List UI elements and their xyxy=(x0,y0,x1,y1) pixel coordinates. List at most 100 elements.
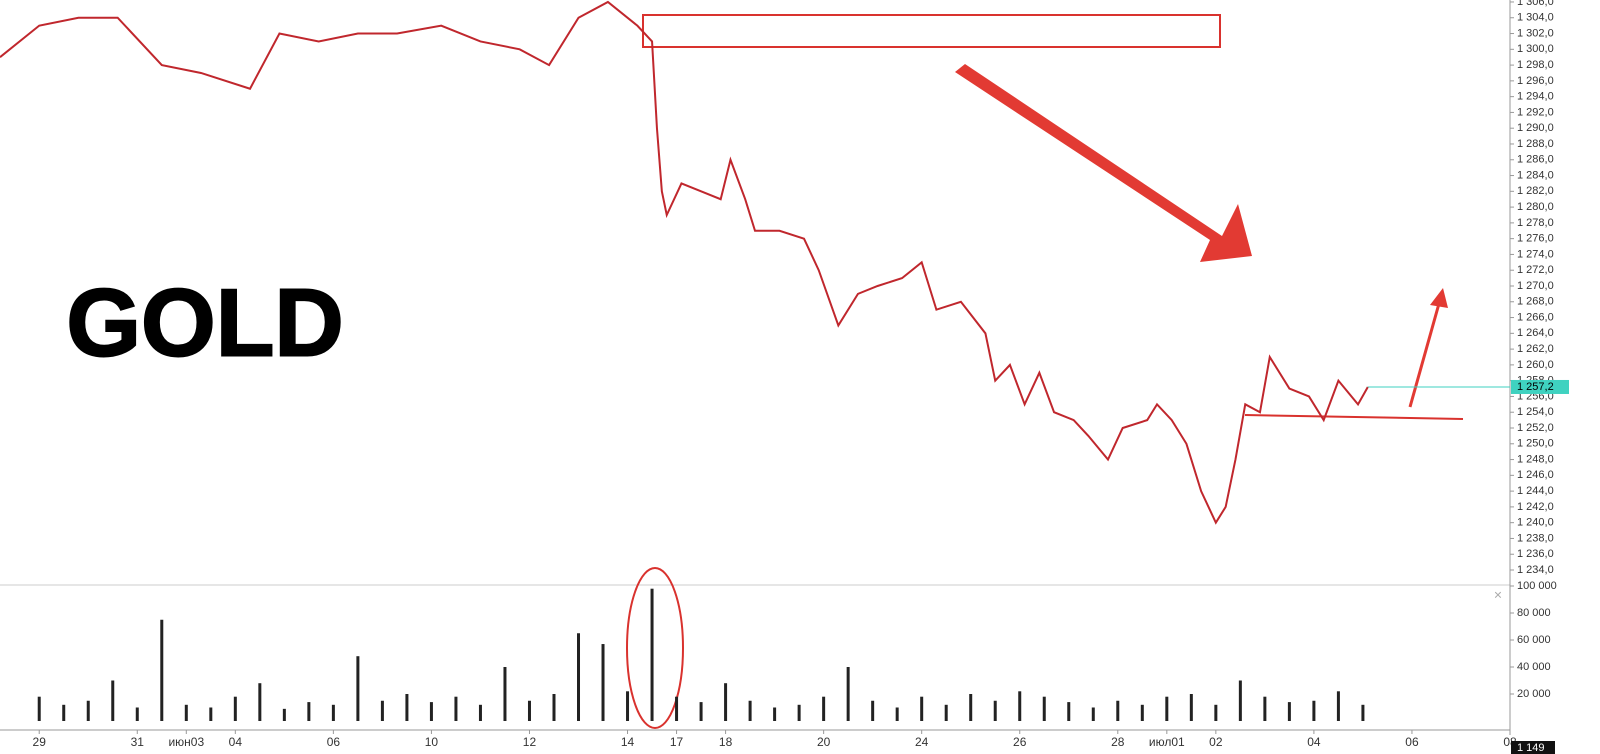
x-tick-label: 12 xyxy=(523,735,537,749)
volume-bar xyxy=(86,700,90,721)
chart-title: GOLD xyxy=(66,269,343,376)
x-tick-label: 10 xyxy=(425,735,439,749)
y-tick-label: 20 000 xyxy=(1517,688,1551,700)
x-tick-label: 26 xyxy=(1013,735,1027,749)
x-tick-label: июл01 xyxy=(1149,735,1185,749)
y-tick-label: 1 302,0 xyxy=(1517,27,1554,39)
volume-bar xyxy=(675,696,679,721)
volume-bar xyxy=(282,708,286,721)
volume-bar xyxy=(748,700,752,721)
volume-bar xyxy=(797,704,801,721)
volume-bar xyxy=(527,700,531,721)
down-arrow xyxy=(955,64,1252,262)
volume-bar xyxy=(1263,696,1267,721)
volume-bar xyxy=(454,696,458,721)
volume-bar xyxy=(1140,704,1144,721)
volume-bar xyxy=(871,700,875,721)
x-tick-label: 06 xyxy=(327,735,341,749)
volume-bar xyxy=(846,667,850,721)
volume-bar xyxy=(993,700,997,721)
y-tick-label: 1 286,0 xyxy=(1517,154,1554,166)
volume-bar xyxy=(503,667,507,721)
price-badge-bg xyxy=(1511,379,1569,394)
volume-bar xyxy=(1116,700,1120,721)
y-tick-label: 1 270,0 xyxy=(1517,280,1554,292)
volume-bar xyxy=(1361,704,1365,721)
y-tick-label: 1 240,0 xyxy=(1517,517,1554,529)
y-tick-label: 1 252,0 xyxy=(1517,422,1554,434)
volume-bar xyxy=(969,694,973,721)
y-tick-label: 1 304,0 xyxy=(1517,12,1554,24)
y-tick-label: 1 278,0 xyxy=(1517,217,1554,229)
volume-bar xyxy=(699,702,703,721)
volume-bar xyxy=(1287,702,1291,721)
y-tick-label: 1 234,0 xyxy=(1517,564,1554,576)
y-tick-label: 1 248,0 xyxy=(1517,453,1554,465)
y-tick-label: 1 296,0 xyxy=(1517,75,1554,87)
volume-bar xyxy=(920,696,924,721)
volume-bar xyxy=(1042,696,1046,721)
x-tick-label: 04 xyxy=(1307,735,1321,749)
y-tick-label: 1 290,0 xyxy=(1517,122,1554,134)
x-tick-label: 20 xyxy=(817,735,831,749)
volume-bar xyxy=(258,683,262,721)
volume-bar xyxy=(356,656,360,721)
volume-bar xyxy=(1238,680,1242,721)
x-tick-label: 24 xyxy=(915,735,929,749)
volume-bar xyxy=(1214,704,1218,721)
price-line xyxy=(0,0,1369,525)
y-tick-label: 1 264,0 xyxy=(1517,327,1554,339)
volume-bar xyxy=(184,704,188,721)
x-tick-label: 28 xyxy=(1111,735,1125,749)
y-tick-label: 1 254,0 xyxy=(1517,406,1554,418)
volume-bar xyxy=(160,619,164,721)
volume-bar xyxy=(724,683,728,721)
volume-bar xyxy=(1312,700,1316,721)
volume-highlight xyxy=(626,567,684,729)
volume-bar xyxy=(1091,707,1095,721)
volume-bar xyxy=(1018,691,1022,721)
y-tick-label: 1 280,0 xyxy=(1517,201,1554,213)
up-arrow-head xyxy=(1430,288,1448,308)
x-tick-label: 18 xyxy=(719,735,733,749)
y-tick-label: 80 000 xyxy=(1517,607,1551,619)
volume-bar xyxy=(111,680,115,721)
volume-bar xyxy=(37,696,41,721)
y-tick-label: 60 000 xyxy=(1517,634,1551,646)
close-icon[interactable]: × xyxy=(1494,587,1502,603)
volume-bar xyxy=(307,702,311,721)
y-tick-label: 1 262,0 xyxy=(1517,343,1554,355)
x-tick-label: 02 xyxy=(1209,735,1223,749)
y-tick-label: 100 000 xyxy=(1517,580,1557,592)
up-arrow-shaft xyxy=(1408,299,1442,408)
y-tick-label: 1 268,0 xyxy=(1517,296,1554,308)
volume-bar xyxy=(773,707,777,721)
y-tick-label: 1 274,0 xyxy=(1517,248,1554,260)
volume-bar xyxy=(601,644,605,721)
volume-bar xyxy=(135,707,139,721)
x-tick-label: 06 xyxy=(1405,735,1419,749)
y-tick-label: 1 246,0 xyxy=(1517,469,1554,481)
y-tick-label: 1 260,0 xyxy=(1517,359,1554,371)
volume-bar xyxy=(944,704,948,721)
volume-bar xyxy=(478,704,482,721)
y-tick-label: 1 250,0 xyxy=(1517,438,1554,450)
y-tick-label: 1 300,0 xyxy=(1517,43,1554,55)
volume-bar xyxy=(209,707,213,721)
volume-bar xyxy=(62,704,66,721)
y-tick-label: 1 242,0 xyxy=(1517,501,1554,513)
volume-bar xyxy=(1189,694,1193,721)
x-tick-label: 29 xyxy=(33,735,47,749)
x-tick-label: 31 xyxy=(131,735,145,749)
volume-bar xyxy=(1165,696,1169,721)
y-tick-label: 1 294,0 xyxy=(1517,91,1554,103)
y-tick-label: 1 244,0 xyxy=(1517,485,1554,497)
volume-bar xyxy=(380,700,384,721)
y-tick-label: 1 276,0 xyxy=(1517,233,1554,245)
y-tick-label: 1 266,0 xyxy=(1517,311,1554,323)
volume-badge-bg xyxy=(1511,741,1555,754)
volume-bar xyxy=(552,694,556,721)
x-tick-label: июн03 xyxy=(168,735,204,749)
y-tick-label: 1 288,0 xyxy=(1517,138,1554,150)
